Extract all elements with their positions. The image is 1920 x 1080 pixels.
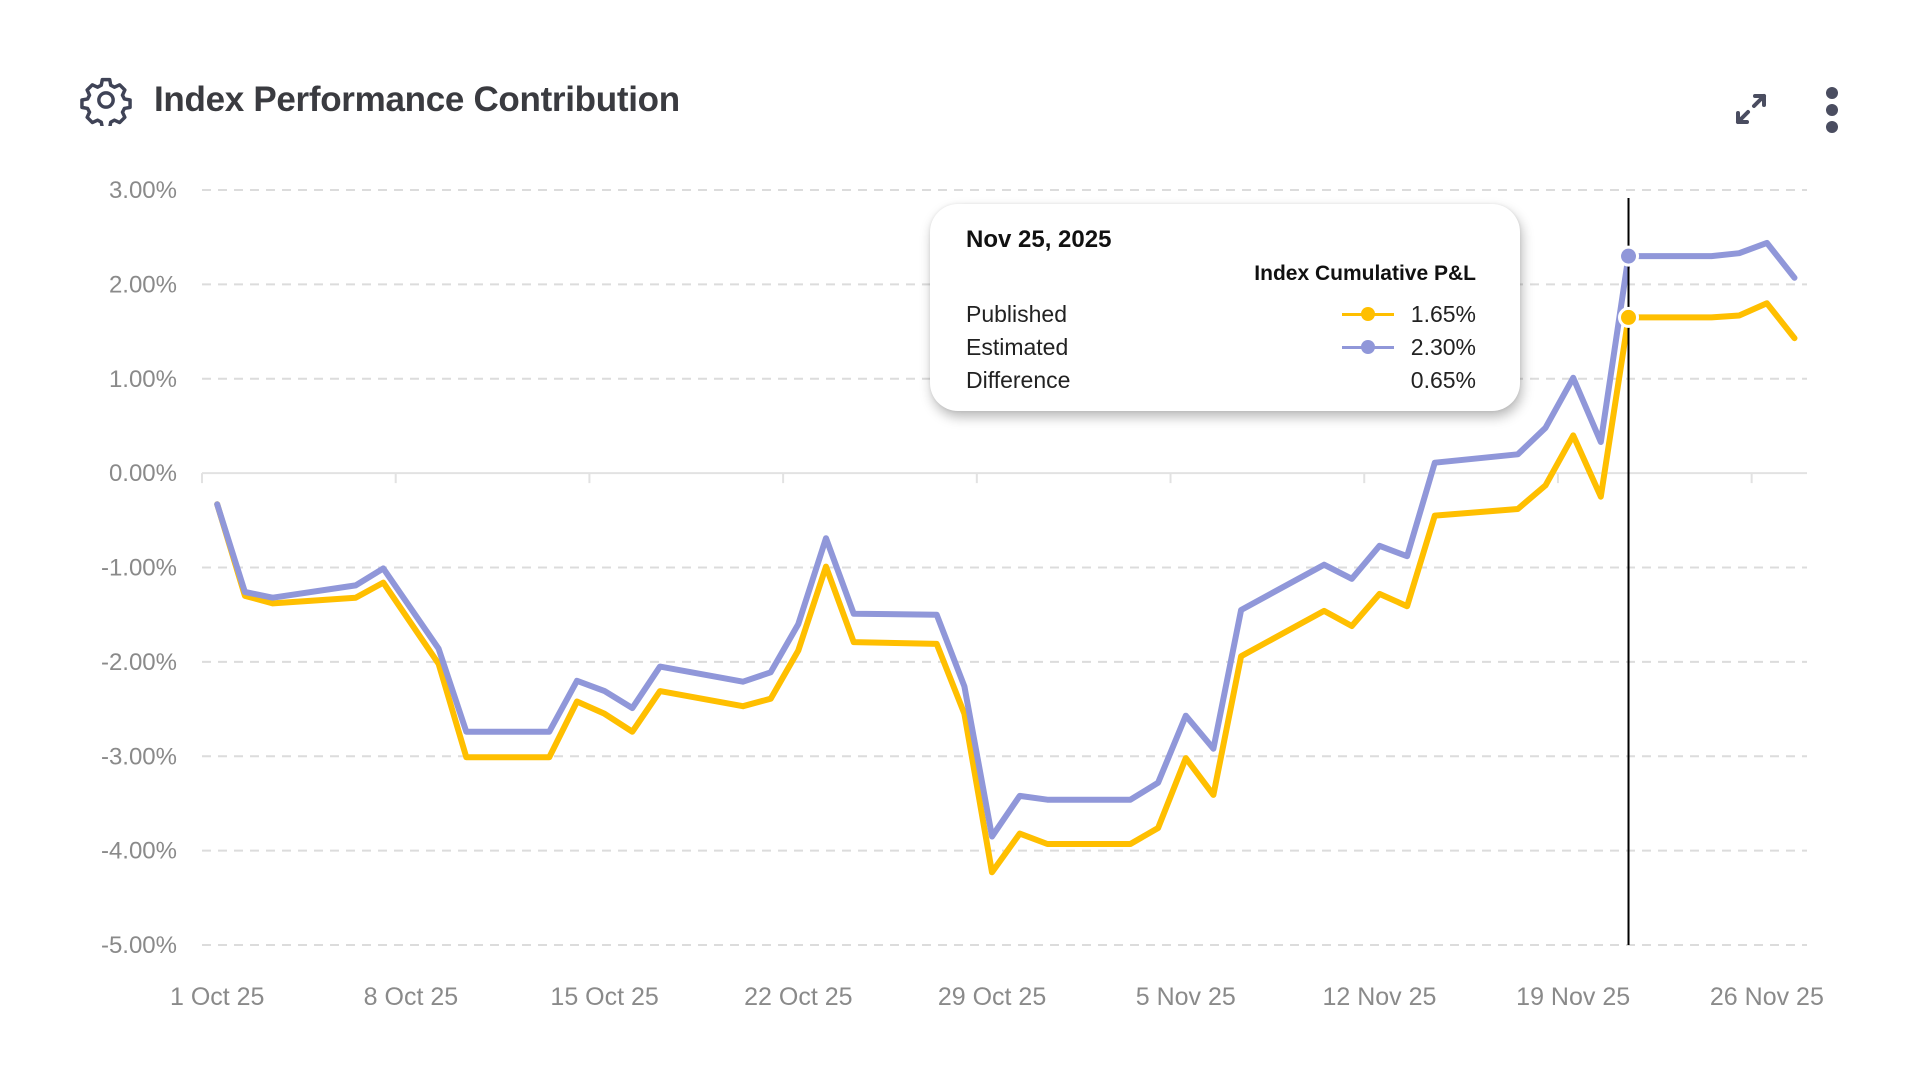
y-tick-label: 2.00% — [109, 271, 177, 298]
chart-header: Index Performance Contribution — [80, 74, 680, 126]
y-tick-label: 0.00% — [109, 460, 177, 487]
x-tick-label: 26 Nov 25 — [1710, 983, 1824, 1011]
tooltip-label: Published — [966, 300, 1068, 327]
gear-icon[interactable] — [80, 74, 132, 126]
tooltip-value: 1.65% — [1410, 300, 1476, 327]
tooltip-column-header: Index Cumulative P&L — [1254, 262, 1476, 285]
tooltip-row-published: Published 1.65% — [966, 298, 1476, 330]
estimated-legend-swatch-icon — [1342, 340, 1394, 354]
published-hover-point[interactable] — [1618, 306, 1640, 328]
tooltip-value: 0.65% — [1410, 366, 1476, 393]
tooltip-date: Nov 25, 2025 — [966, 226, 1112, 253]
tooltip-row-difference: Difference 0.65% — [966, 364, 1476, 396]
vertical-dots-icon — [1826, 87, 1838, 133]
y-tick-label: -2.00% — [101, 649, 177, 676]
x-tick-label: 15 Oct 25 — [550, 983, 658, 1011]
x-tick-label: 29 Oct 25 — [938, 983, 1046, 1011]
y-tick-label: -3.00% — [101, 743, 177, 770]
tooltip-value: 2.30% — [1410, 333, 1476, 360]
chart-tooltip: Nov 25, 2025 Index Cumulative P&L Publis… — [930, 204, 1520, 411]
tooltip-label: Estimated — [966, 333, 1069, 360]
x-tick-label: 19 Nov 25 — [1516, 983, 1630, 1011]
published-series-line — [214, 300, 1798, 876]
chart-title: Index Performance Contribution — [154, 80, 680, 119]
expand-arrows-icon — [1736, 94, 1766, 124]
y-tick-label: 3.00% — [109, 177, 177, 204]
x-tick-label: 12 Nov 25 — [1322, 983, 1436, 1011]
y-tick-label: -1.00% — [101, 555, 177, 582]
x-tick-label: 8 Oct 25 — [364, 983, 459, 1011]
x-tick-label: 5 Nov 25 — [1136, 983, 1236, 1011]
estimated-series-line — [214, 239, 1798, 840]
x-tick-label: 1 Oct 25 — [170, 983, 265, 1011]
tooltip-label: Difference — [966, 366, 1071, 393]
estimated-hover-point[interactable] — [1618, 245, 1640, 267]
x-tick-label: 22 Oct 25 — [744, 983, 852, 1011]
expand-button[interactable] — [1728, 86, 1774, 132]
y-tick-label: -5.00% — [101, 932, 177, 959]
y-tick-label: -4.00% — [101, 838, 177, 865]
tooltip-row-estimated: Estimated 2.30% — [966, 331, 1476, 363]
y-tick-label: 1.00% — [109, 366, 177, 393]
published-legend-swatch-icon — [1342, 307, 1394, 321]
more-options-button[interactable] — [1812, 82, 1852, 138]
